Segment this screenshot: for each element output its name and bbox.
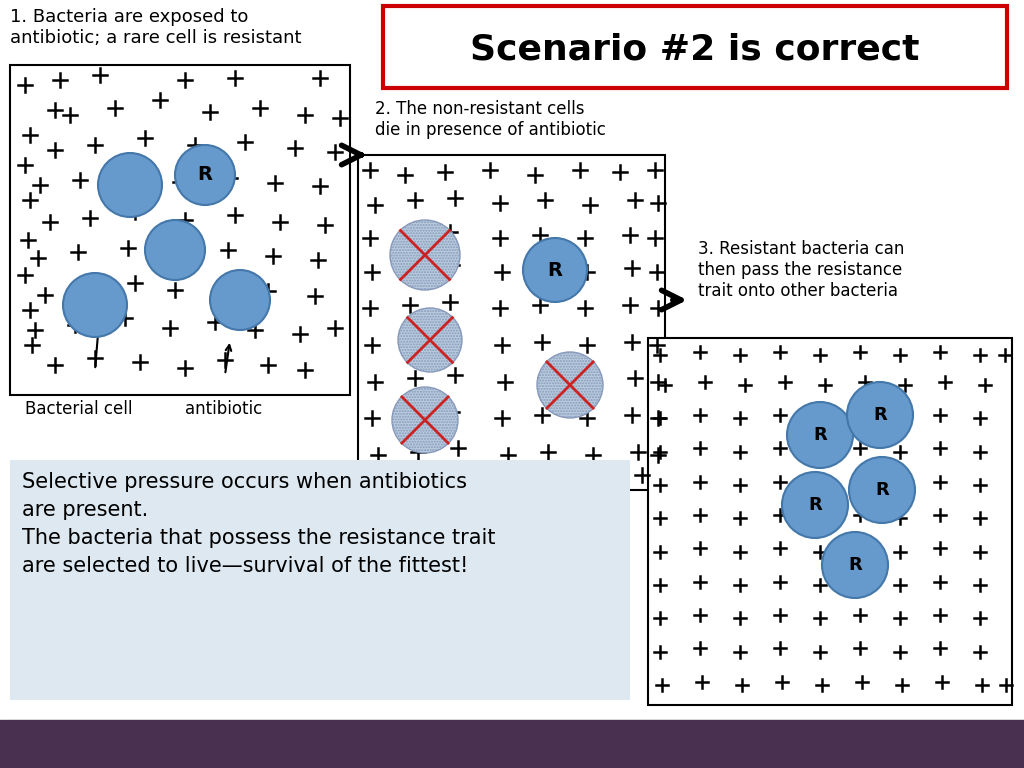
Text: Selective pressure occurs when antibiotics
are present.
The bacteria that posses: Selective pressure occurs when antibioti… [22,472,496,576]
FancyBboxPatch shape [383,6,1007,88]
FancyBboxPatch shape [10,65,350,395]
Text: Scenario #2 is correct: Scenario #2 is correct [470,33,920,67]
Text: 2. The non-resistant cells
die in presence of antibiotic: 2. The non-resistant cells die in presen… [375,100,606,139]
Text: R: R [873,406,887,424]
Circle shape [782,472,848,538]
Circle shape [98,153,162,217]
Circle shape [847,382,913,448]
Circle shape [849,457,915,523]
Circle shape [822,532,888,598]
Text: 1. Bacteria are exposed to
antibiotic; a rare cell is resistant: 1. Bacteria are exposed to antibiotic; a… [10,8,301,47]
Circle shape [145,220,205,280]
Text: antibiotic: antibiotic [185,400,262,418]
Circle shape [523,238,587,302]
Text: R: R [808,496,822,514]
FancyBboxPatch shape [10,460,630,700]
Circle shape [392,387,458,453]
Circle shape [398,308,462,372]
Circle shape [175,145,234,205]
Circle shape [787,402,853,468]
Text: 3. Resistant bacteria can
then pass the resistance
trait onto other bacteria: 3. Resistant bacteria can then pass the … [698,240,904,300]
Text: Bacterial cell: Bacterial cell [25,400,132,418]
Text: R: R [548,260,562,280]
Text: R: R [876,481,889,499]
Text: R: R [813,426,826,444]
Text: R: R [198,165,213,184]
Text: R: R [848,556,862,574]
Circle shape [63,273,127,337]
Circle shape [537,352,603,418]
Circle shape [210,270,270,330]
FancyBboxPatch shape [358,155,665,490]
FancyBboxPatch shape [648,338,1012,705]
Circle shape [390,220,460,290]
